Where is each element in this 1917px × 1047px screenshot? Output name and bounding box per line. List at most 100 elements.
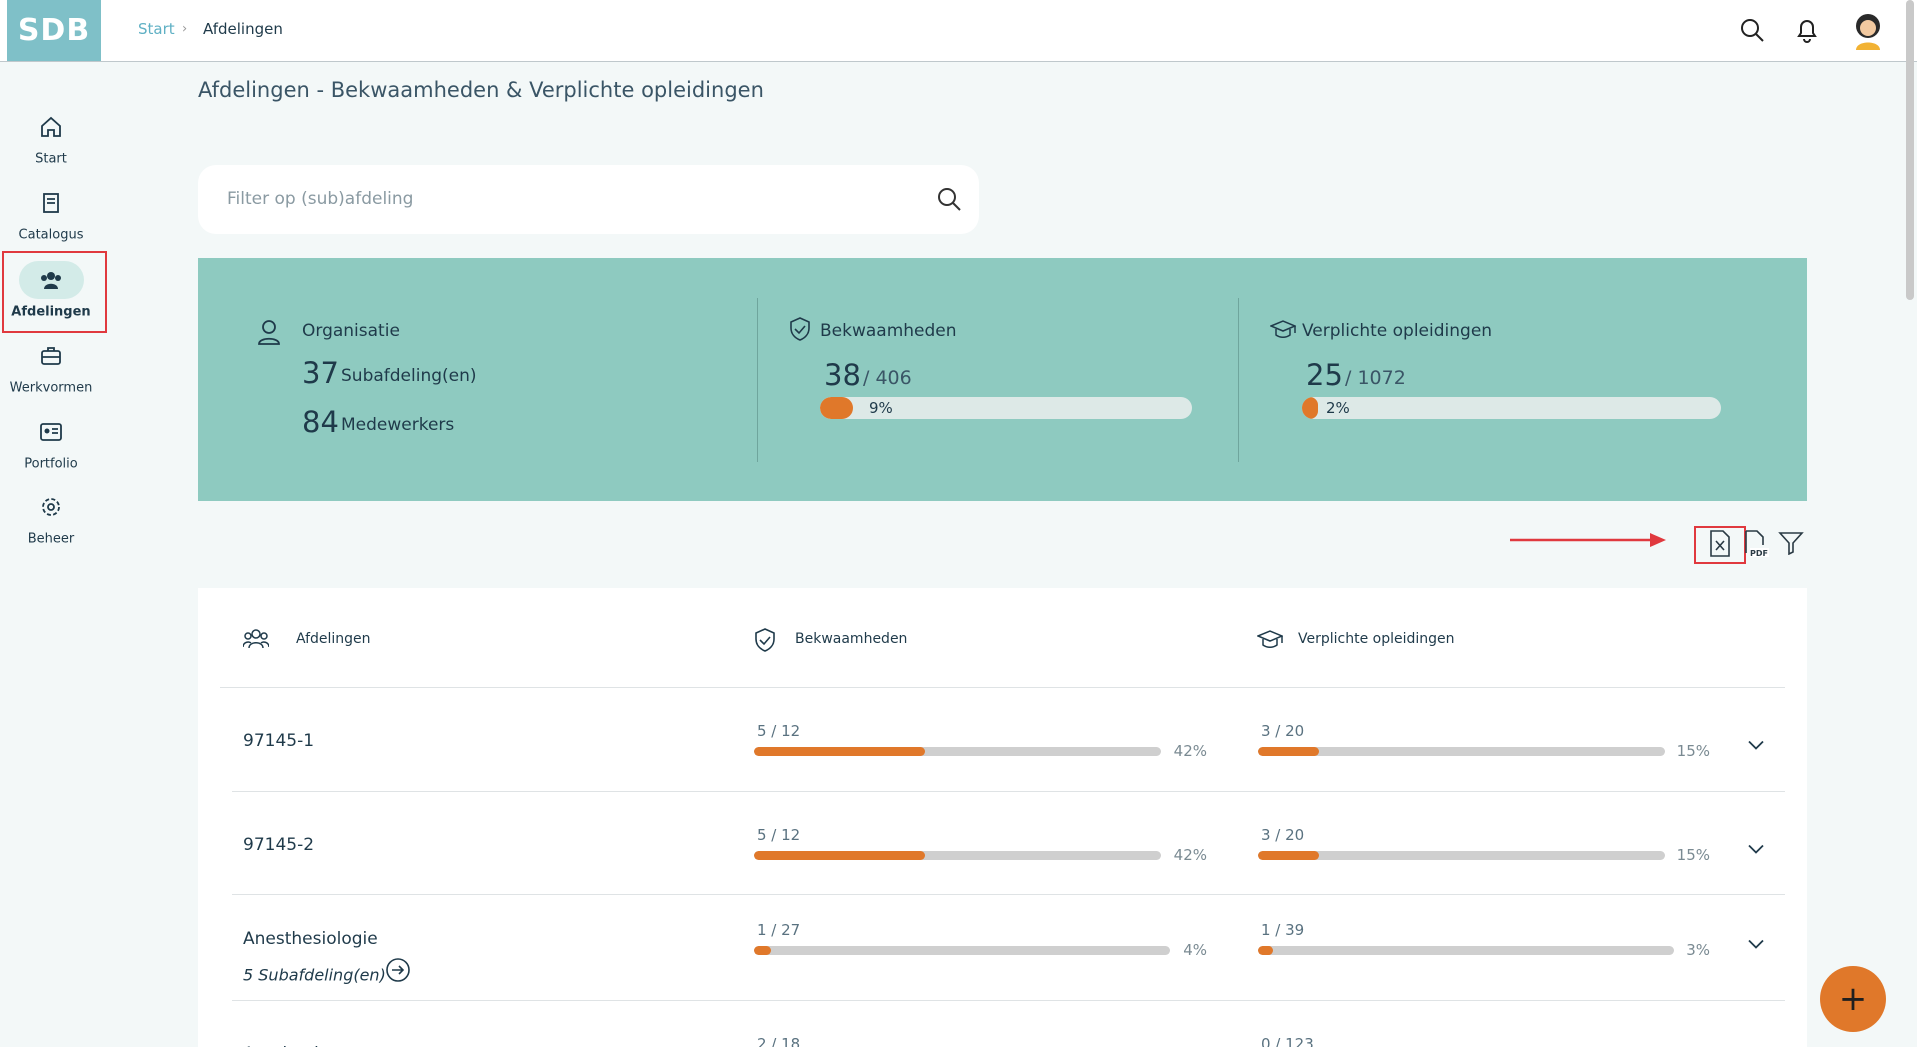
table-card: [198, 588, 1807, 1047]
summary-count: 84: [302, 405, 339, 439]
progress-track: [754, 946, 1170, 955]
group-icon: [243, 629, 269, 649]
summary-unit: Subafdeling(en): [341, 366, 477, 386]
nav-icon[interactable]: [39, 115, 63, 139]
summary-unit: Medewerkers: [341, 415, 455, 435]
logo[interactable]: SDB: [7, 0, 101, 61]
percent-label: 4%: [1183, 941, 1207, 959]
page-title: Afdelingen - Bekwaamheden & Verplichte o…: [198, 78, 764, 102]
subdepartment-link[interactable]: 5 Subafdeling(en): [243, 965, 386, 985]
percent-label: 42%: [1173, 742, 1207, 760]
summary-panel: [198, 258, 1807, 501]
fraction: 1 / 39: [1261, 921, 1305, 939]
scrollbar[interactable]: [1906, 0, 1914, 300]
active-pill: [19, 261, 84, 299]
breadcrumb-separator: ›: [182, 21, 188, 37]
progress-fill: [1258, 946, 1273, 955]
svg-text:PDF: PDF: [1750, 549, 1768, 558]
nav-icon[interactable]: [39, 344, 63, 368]
summary-label: Verplichte opleidingen: [1302, 321, 1493, 341]
fraction: 0 / 123: [1261, 1035, 1314, 1047]
fraction: 5 / 12: [757, 722, 801, 740]
filter-button[interactable]: [1778, 531, 1804, 555]
nav-icon[interactable]: [39, 268, 63, 292]
progress-track: [1302, 397, 1721, 419]
fraction: 1 / 27: [757, 921, 801, 939]
nav-label[interactable]: Portfolio: [24, 456, 78, 472]
open-subdepartments[interactable]: [385, 957, 411, 987]
progress-fill: [1258, 851, 1320, 860]
column-header: Bekwaamheden: [795, 631, 908, 647]
summary-total: / 1072: [1345, 367, 1406, 389]
percent-label: 42%: [1173, 846, 1207, 864]
nav-icon[interactable]: [39, 191, 63, 215]
divider: [1238, 298, 1239, 462]
progress-fill: [754, 946, 771, 955]
nav-label[interactable]: Afdelingen: [11, 304, 91, 320]
divider: [220, 687, 1785, 688]
department-name[interactable]: 97145-1: [243, 731, 315, 751]
excel-export[interactable]: [1709, 530, 1731, 557]
department-name[interactable]: 97145-2: [243, 834, 315, 855]
divider: [232, 791, 1785, 792]
summary-count: 37: [302, 356, 339, 390]
progress-fill: [1258, 747, 1320, 756]
search-icon[interactable]: [935, 185, 963, 213]
notifications-icon[interactable]: [1795, 17, 1819, 43]
percent-label: 3%: [1686, 941, 1710, 959]
progress-fill: [754, 747, 925, 756]
summary-count: 25: [1306, 358, 1343, 392]
column-header: Afdelingen: [296, 631, 371, 647]
annotation-arrow: [1510, 533, 1666, 547]
progress-label: 2%: [1326, 399, 1350, 417]
progress-track: [1258, 946, 1674, 955]
percent-label: 15%: [1676, 846, 1710, 864]
search-placeholder[interactable]: Filter op (sub)afdeling: [227, 189, 414, 209]
progress-track: [754, 851, 1161, 860]
shield-icon: [789, 317, 811, 345]
nav-icon[interactable]: [39, 495, 63, 519]
top-bar: [0, 0, 1917, 62]
search-icon[interactable]: [1739, 17, 1765, 43]
avatar[interactable]: [1850, 10, 1886, 50]
department-name[interactable]: Apotheek: [243, 1044, 324, 1047]
department-name[interactable]: Anesthesiologie: [243, 929, 378, 949]
column-header: Verplichte opleidingen: [1298, 631, 1455, 647]
progress-track: [754, 747, 1161, 756]
add-button[interactable]: +: [1820, 966, 1886, 1032]
breadcrumb-current: Afdelingen: [203, 20, 283, 38]
highlight-box: [2, 251, 107, 333]
progress-fill: [754, 851, 925, 860]
person-icon: [258, 320, 280, 345]
fraction: 3 / 20: [1261, 722, 1305, 740]
progress-track: [820, 397, 1192, 419]
fraction: 5 / 12: [757, 826, 801, 844]
cap-icon: [1269, 319, 1297, 343]
fraction: 3 / 20: [1261, 826, 1305, 844]
summary-total: / 406: [863, 367, 912, 389]
nav-label[interactable]: Werkvormen: [9, 380, 93, 396]
pdf-export[interactable]: PDF: [1744, 530, 1770, 558]
fraction: 2 / 18: [757, 1035, 801, 1047]
nav-label[interactable]: Beheer: [27, 531, 75, 547]
graduation-icon: [1257, 630, 1283, 648]
expand-chevron[interactable]: [1747, 841, 1765, 860]
highlight-box: [1694, 526, 1746, 564]
summary-label: Bekwaamheden: [820, 321, 957, 341]
divider: [232, 1000, 1785, 1001]
divider: [757, 298, 758, 462]
breadcrumb-link[interactable]: Start: [138, 20, 175, 38]
shield-icon: [755, 628, 775, 652]
search-field[interactable]: [198, 165, 979, 234]
percent-label: 15%: [1676, 742, 1710, 760]
expand-chevron[interactable]: [1747, 936, 1765, 955]
progress-fill: [820, 397, 854, 419]
nav-label[interactable]: Start: [35, 151, 67, 167]
progress-label: 9%: [869, 399, 893, 417]
nav-icon[interactable]: [39, 420, 63, 444]
summary-label: Organisatie: [302, 321, 400, 341]
expand-chevron[interactable]: [1747, 737, 1765, 756]
divider: [232, 894, 1785, 895]
nav-label[interactable]: Catalogus: [18, 227, 84, 243]
